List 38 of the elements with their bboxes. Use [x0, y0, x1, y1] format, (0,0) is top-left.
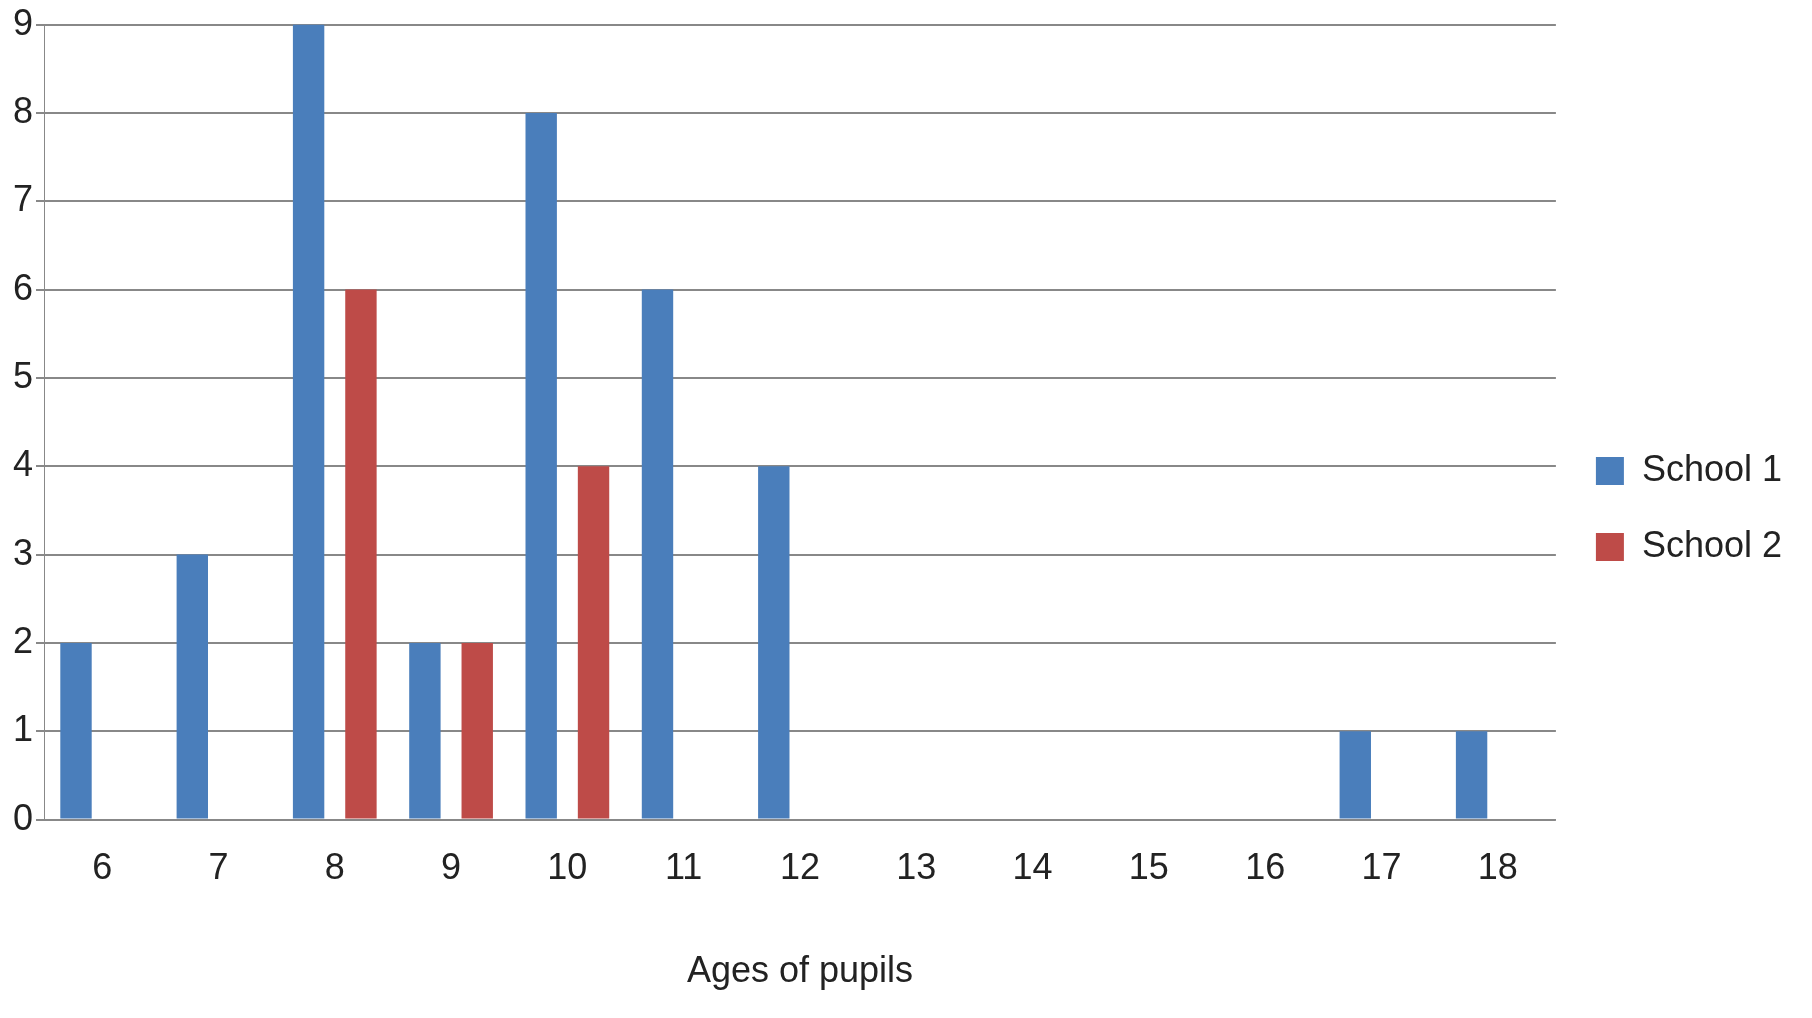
x-tick-label: 16	[1245, 846, 1286, 888]
y-tick-label: 6	[12, 266, 34, 308]
y-tick-label: 9	[12, 1, 34, 43]
y-tick-label: 3	[12, 531, 34, 573]
x-tick-label: 13	[896, 846, 937, 888]
x-tick-label: 15	[1128, 846, 1169, 888]
bar	[176, 554, 208, 819]
x-axis-title: Ages of pupils	[686, 949, 914, 991]
x-tick-label: 6	[92, 846, 113, 888]
bar	[525, 112, 557, 819]
bar	[60, 642, 92, 819]
bar	[641, 289, 674, 819]
y-tick-label: 1	[12, 708, 34, 750]
x-tick-label: 7	[208, 846, 229, 888]
x-tick-label: 8	[324, 846, 345, 888]
x-tick-label: 10	[547, 846, 588, 888]
bar	[461, 642, 493, 819]
x-tick-label: 17	[1361, 846, 1402, 888]
legend-label: School 2	[1641, 523, 1783, 565]
bar	[292, 24, 325, 819]
x-tick-label: 18	[1477, 846, 1518, 888]
x-tick-label: 9	[441, 846, 462, 888]
x-tick-label: 11	[664, 846, 703, 888]
y-tick-label: 5	[12, 354, 34, 396]
bar	[758, 466, 790, 819]
y-tick-label: 2	[12, 619, 34, 661]
bar	[1339, 731, 1371, 819]
y-tick-label: 0	[12, 796, 34, 838]
x-tick-label: 12	[779, 846, 820, 888]
y-tick-label: 7	[12, 178, 34, 220]
bar	[1455, 731, 1488, 819]
bar	[577, 466, 610, 819]
y-tick-label: 4	[12, 443, 34, 485]
x-tick-label: 14	[1012, 846, 1053, 888]
y-tick-label: 8	[12, 89, 34, 131]
bar	[345, 289, 377, 819]
bar	[409, 642, 441, 819]
legend-label: School 1	[1641, 447, 1783, 489]
